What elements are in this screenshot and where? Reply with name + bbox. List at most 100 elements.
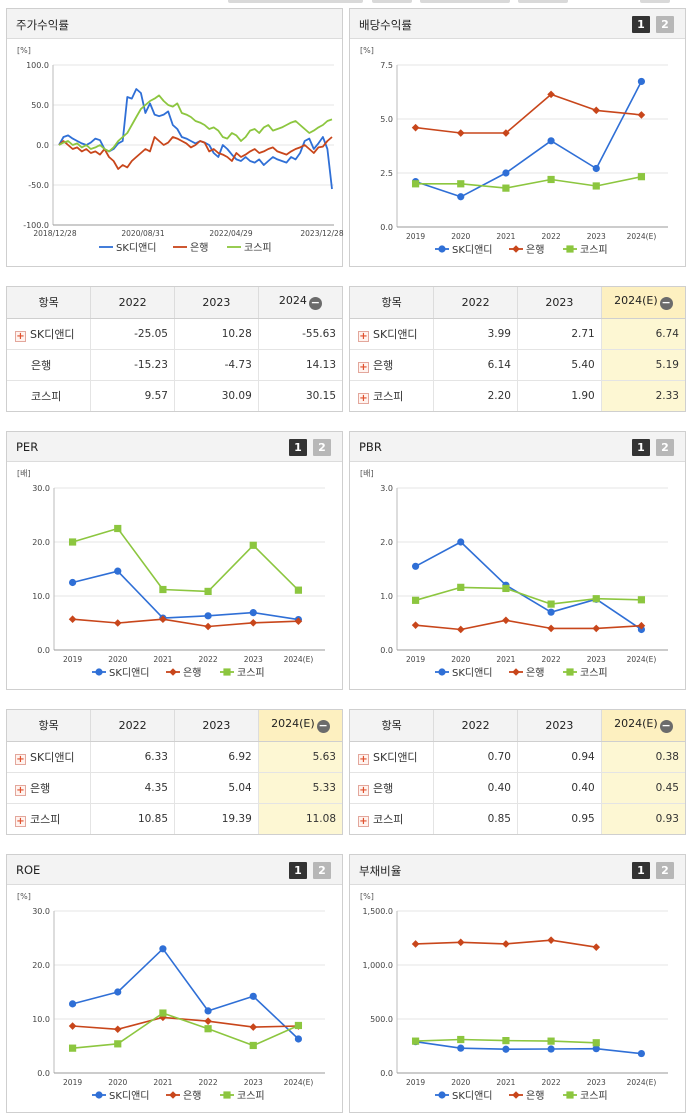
data-point[interactable] [502, 169, 510, 177]
data-point[interactable] [159, 585, 167, 594]
data-point[interactable] [249, 1041, 257, 1050]
data-point[interactable] [592, 182, 600, 190]
data-point[interactable] [502, 1045, 510, 1053]
page-button-1[interactable]: 1 [289, 439, 307, 456]
data-point[interactable] [411, 123, 420, 132]
data-point[interactable] [457, 1035, 465, 1044]
data-point[interactable] [294, 1035, 303, 1043]
data-point[interactable] [457, 583, 465, 591]
data-point[interactable] [592, 1039, 600, 1047]
legend-label[interactable]: 코스피 [244, 242, 272, 254]
data-point[interactable] [204, 1025, 212, 1033]
page-button-1[interactable]: 1 [632, 439, 650, 456]
data-point[interactable] [411, 180, 420, 188]
data-point[interactable] [204, 1007, 212, 1015]
data-point[interactable] [502, 184, 510, 192]
legend-label[interactable]: SK디앤디 [452, 1090, 493, 1102]
data-point[interactable] [68, 1022, 77, 1030]
data-point[interactable] [456, 129, 465, 137]
data-point[interactable] [114, 567, 122, 575]
data-point[interactable] [547, 90, 555, 99]
data-point[interactable] [457, 538, 465, 546]
data-point[interactable] [502, 129, 510, 137]
data-point[interactable] [592, 624, 601, 633]
data-point[interactable] [592, 164, 600, 173]
data-point[interactable] [68, 1044, 77, 1052]
data-point[interactable] [456, 625, 465, 634]
data-point[interactable] [411, 621, 420, 629]
legend-label[interactable]: 코스피 [580, 244, 608, 256]
legend-label[interactable]: 코스피 [580, 1090, 608, 1102]
collapse-icon[interactable]: − [316, 719, 330, 734]
page-button-1[interactable]: 1 [632, 862, 650, 879]
data-point[interactable] [502, 1037, 510, 1045]
data-point[interactable] [113, 1025, 122, 1034]
legend-label[interactable]: SK디앤디 [452, 667, 493, 679]
data-point[interactable] [592, 106, 601, 115]
expand-icon[interactable]: + [358, 753, 369, 765]
data-point[interactable] [457, 193, 465, 201]
page-button-1[interactable]: 1 [289, 862, 307, 879]
data-point[interactable] [592, 943, 601, 951]
page-button-2[interactable]: 2 [656, 16, 674, 33]
data-point[interactable] [592, 595, 600, 603]
data-point[interactable] [68, 615, 77, 624]
data-point[interactable] [249, 609, 257, 617]
legend-label[interactable]: 은행 [190, 242, 208, 254]
legend-label[interactable]: SK디앤디 [109, 1090, 150, 1102]
data-point[interactable] [637, 1049, 646, 1058]
data-point[interactable] [68, 538, 77, 546]
expand-icon[interactable]: + [15, 784, 26, 796]
expand-icon[interactable]: + [358, 330, 369, 342]
legend-label[interactable]: 코스피 [580, 667, 608, 679]
expand-icon[interactable]: + [358, 361, 369, 373]
collapse-icon[interactable]: − [308, 296, 322, 311]
data-point[interactable] [411, 562, 420, 570]
data-point[interactable] [547, 137, 555, 145]
data-point[interactable] [113, 619, 122, 627]
data-point[interactable] [68, 578, 77, 587]
page-button-2[interactable]: 2 [656, 439, 674, 456]
expand-icon[interactable]: + [15, 753, 26, 765]
data-point[interactable] [547, 1045, 555, 1053]
data-point[interactable] [547, 175, 555, 184]
data-point[interactable] [457, 180, 465, 188]
data-point[interactable] [114, 1040, 122, 1048]
data-point[interactable] [547, 1037, 555, 1045]
data-point[interactable] [456, 938, 465, 947]
data-point[interactable] [159, 1009, 167, 1017]
data-point[interactable] [114, 524, 122, 533]
data-point[interactable] [547, 624, 555, 633]
collapse-icon[interactable]: − [659, 719, 673, 734]
legend-label[interactable]: 코스피 [237, 1090, 265, 1102]
data-point[interactable] [204, 587, 212, 596]
expand-icon[interactable]: + [358, 784, 369, 796]
data-point[interactable] [411, 1037, 420, 1045]
data-point[interactable] [547, 936, 555, 944]
data-point[interactable] [114, 988, 122, 996]
data-point[interactable] [249, 992, 257, 1000]
page-button-1[interactable]: 1 [632, 16, 650, 33]
legend-label[interactable]: 코스피 [237, 667, 265, 679]
legend-label[interactable]: SK디앤디 [452, 244, 493, 256]
legend-label[interactable]: 은행 [526, 1090, 544, 1102]
data-point[interactable] [294, 586, 303, 594]
data-point[interactable] [68, 1000, 77, 1008]
data-point[interactable] [457, 1044, 465, 1052]
data-point[interactable] [294, 1021, 303, 1030]
data-point[interactable] [294, 617, 303, 626]
page-button-2[interactable]: 2 [313, 862, 331, 879]
data-point[interactable] [249, 1023, 258, 1031]
data-point[interactable] [547, 608, 555, 616]
legend-label[interactable]: SK디앤디 [109, 667, 150, 679]
data-point[interactable] [411, 596, 420, 604]
page-button-2[interactable]: 2 [313, 439, 331, 456]
data-point[interactable] [637, 111, 646, 119]
data-point[interactable] [159, 945, 167, 953]
expand-icon[interactable]: + [15, 330, 26, 342]
data-point[interactable] [592, 1045, 600, 1053]
collapse-icon[interactable]: − [659, 296, 673, 311]
page-button-2[interactable]: 2 [656, 862, 674, 879]
legend-label[interactable]: 은행 [526, 667, 544, 679]
data-point[interactable] [637, 621, 646, 630]
